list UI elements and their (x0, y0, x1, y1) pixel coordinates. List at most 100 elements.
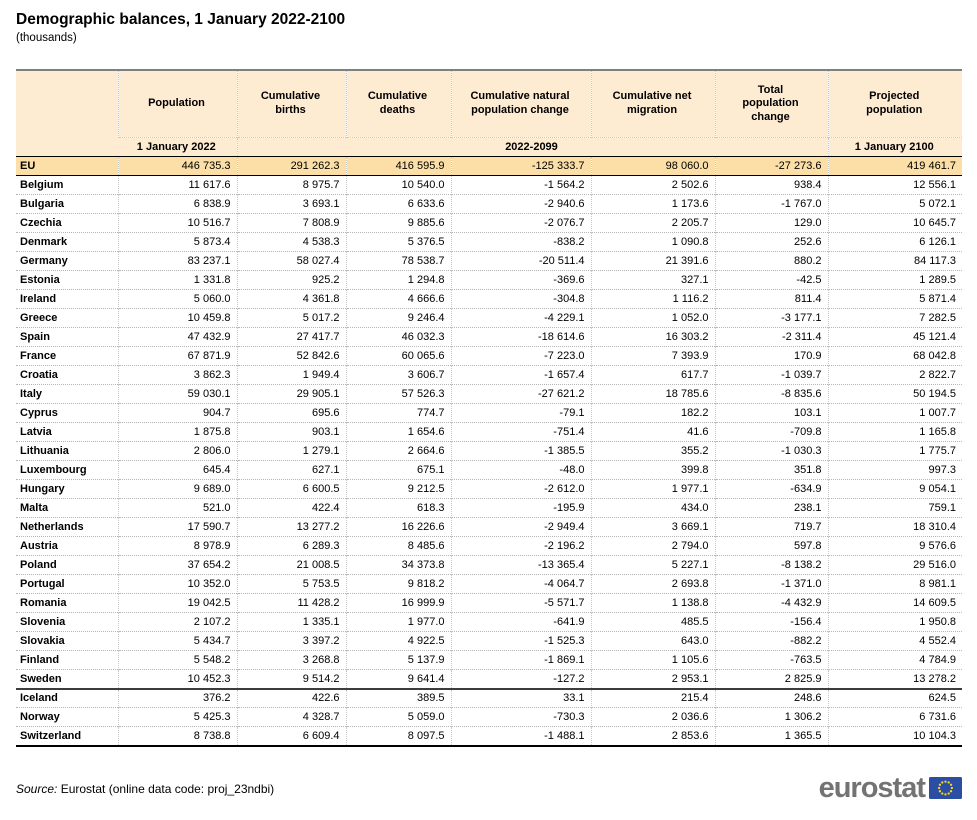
value-cell: 11 428.2 (236, 593, 346, 613)
value-cell: 2 806.0 (117, 441, 237, 461)
value-cell: 68 042.8 (827, 346, 962, 366)
value-cell: -8 835.6 (714, 384, 828, 404)
value-cell: 434.0 (590, 498, 715, 518)
value-cell: 2 502.6 (590, 175, 715, 195)
value-cell: -4 432.9 (714, 593, 828, 613)
table-row-eu: EU 446 735.3 291 262.3 416 595.9 -125 333.7 9… (16, 156, 962, 177)
table-row: Bulgaria 6 838.9 3 693.1 6 633.6 -2 940.6 1 1… (16, 194, 962, 214)
value-cell: -634.9 (714, 479, 828, 499)
value-cell: 27 417.7 (236, 327, 346, 347)
value-cell: 5 137.9 (345, 650, 451, 670)
value-cell: -125 333.7 (450, 156, 591, 177)
value-cell: 1 335.1 (236, 612, 346, 632)
column-header-total-change: Total population change (714, 70, 828, 138)
value-cell: 16 226.6 (345, 517, 451, 537)
value-cell: -1 657.4 (450, 365, 591, 385)
value-cell: 5 548.2 (117, 650, 237, 670)
value-cell: -8 138.2 (714, 555, 828, 575)
country-name: Lithuania (16, 441, 118, 461)
country-name: Switzerland (16, 726, 118, 746)
value-cell: -1 030.3 (714, 441, 828, 461)
value-cell: 10 540.0 (345, 175, 451, 195)
value-cell: 58 027.4 (236, 251, 346, 271)
value-cell: -1 767.0 (714, 194, 828, 214)
value-cell: -5 571.7 (450, 593, 591, 613)
table-row: Ireland 5 060.0 4 361.8 4 666.6 -304.8 1 116.… (16, 289, 962, 309)
value-cell: 5 060.0 (117, 289, 237, 309)
value-cell: 6 126.1 (827, 232, 962, 252)
value-cell: 59 030.1 (117, 384, 237, 404)
country-name: France (16, 346, 118, 366)
value-cell: 41.6 (590, 422, 715, 442)
value-cell: 2 664.6 (345, 441, 451, 461)
value-cell: 29 905.1 (236, 384, 346, 404)
value-cell: 9 212.5 (345, 479, 451, 499)
value-cell: -304.8 (450, 289, 591, 309)
table-row: Slovenia 2 107.2 1 335.1 1 977.0 -641.9 485.5… (16, 612, 962, 632)
value-cell: -1 564.2 (450, 175, 591, 195)
country-name: EU (16, 156, 118, 177)
value-cell: 18 785.6 (590, 384, 715, 404)
table-row: Czechia 10 516.7 7 808.9 9 885.6 -2 076.7 2 2… (16, 213, 962, 233)
value-cell: 33.1 (450, 687, 591, 708)
country-name: Portugal (16, 574, 118, 594)
value-cell: 4 666.6 (345, 289, 451, 309)
value-cell: -3 177.1 (714, 308, 828, 328)
value-cell: -20 511.4 (450, 251, 591, 271)
value-cell: 8 485.6 (345, 536, 451, 556)
value-cell: 1 949.4 (236, 365, 346, 385)
value-cell: 16 999.9 (345, 593, 451, 613)
table-row: Estonia 1 331.8 925.2 1 294.8 -369.6 327.1 -42… (16, 270, 962, 290)
value-cell: 1 875.8 (117, 422, 237, 442)
value-cell: 1 977.0 (345, 612, 451, 632)
value-cell: 84 117.3 (827, 251, 962, 271)
value-cell: 389.5 (345, 687, 451, 708)
column-header-population: Population (117, 70, 237, 138)
value-cell: 1 116.2 (590, 289, 715, 309)
table-row: Portugal 10 352.0 5 753.5 9 818.2 -4 064.7 2 … (16, 574, 962, 594)
value-cell: 215.4 (590, 687, 715, 708)
table-row: Sweden 10 452.3 9 514.2 9 641.4 -127.2 2 953.… (16, 669, 962, 689)
value-cell: -79.1 (450, 403, 591, 423)
country-name: Iceland (16, 687, 118, 708)
value-cell: -18 614.6 (450, 327, 591, 347)
value-cell: 1 289.5 (827, 270, 962, 290)
value-cell: -1 525.3 (450, 631, 591, 651)
country-name: Croatia (16, 365, 118, 385)
country-name: Ireland (16, 289, 118, 309)
value-cell: 182.2 (590, 403, 715, 423)
country-name: Czechia (16, 213, 118, 233)
page: Demographic balances, 1 January 2022-210… (16, 11, 962, 803)
table-row: Croatia 3 862.3 1 949.4 3 606.7 -1 657.4 617.… (16, 365, 962, 385)
value-cell: -2 612.0 (450, 479, 591, 499)
table-body: EU 446 735.3 291 262.3 416 595.9 -125 333.7 9… (16, 156, 962, 746)
value-cell: 4 361.8 (236, 289, 346, 309)
value-cell: 903.1 (236, 422, 346, 442)
table-row: Romania 19 042.5 11 428.2 16 999.9 -5 571.7 1… (16, 593, 962, 613)
table-row: Greece 10 459.8 5 017.2 9 246.4 -4 229.1 1 05… (16, 308, 962, 328)
value-cell: 8 738.8 (117, 726, 237, 746)
country-name: Denmark (16, 232, 118, 252)
value-cell: 1 775.7 (827, 441, 962, 461)
table-row: Finland 5 548.2 3 268.8 5 137.9 -1 869.1 1 10… (16, 650, 962, 670)
eu-stars (937, 780, 954, 796)
column-header-row: Population Cumulative births Cumulative … (16, 70, 962, 158)
value-cell: -2 311.4 (714, 327, 828, 347)
value-cell: 50 194.5 (827, 384, 962, 404)
footer: Source: Eurostat (online data code: proj… (16, 773, 962, 803)
column-header-cumulative-births: Cumulative births (236, 70, 346, 138)
value-cell: -156.4 (714, 612, 828, 632)
value-cell: -882.2 (714, 631, 828, 651)
country-name: Bulgaria (16, 194, 118, 214)
page-subtitle: (thousands) (16, 32, 77, 45)
value-cell: 10 645.7 (827, 213, 962, 233)
value-cell: 4 922.5 (345, 631, 451, 651)
value-cell: 645.4 (117, 460, 237, 480)
value-cell: 60 065.6 (345, 346, 451, 366)
value-cell: 7 282.5 (827, 308, 962, 328)
value-cell: -838.2 (450, 232, 591, 252)
value-cell: 291 262.3 (236, 156, 346, 177)
value-cell: 13 277.2 (236, 517, 346, 537)
country-name: Estonia (16, 270, 118, 290)
value-cell: 1 365.5 (714, 726, 828, 746)
